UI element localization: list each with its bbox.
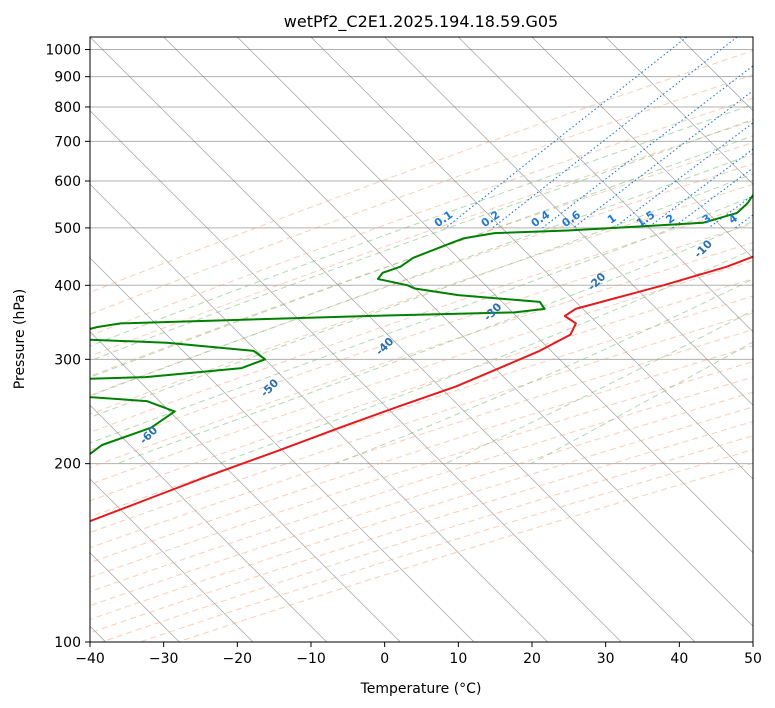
isotherm-line [605,37,753,185]
plot-frame [89,36,754,643]
x-tick-label: 40 [670,651,688,667]
mixing-ratio-label: 0.4 [529,208,553,230]
dry-adiabat-line [90,50,753,293]
y-tick-label: 700 [54,134,81,150]
isotherm-line [458,37,753,333]
x-tick-label: 50 [744,651,762,667]
isotherm-line [90,478,254,642]
y-axis-label: Pressure (hPa) [12,289,28,389]
x-tick-label: 0 [380,651,389,667]
temperature-profile-line [90,255,753,523]
axis-tick-layer: −40 −30 −20 −10 0 10 20 30 40 50 1000 900 800 700 600 5… [45,43,762,667]
dry-adiabat-line [90,223,753,451]
isotherm-line [384,37,753,406]
dry-adiabat-line [90,391,753,607]
x-tick-label: 30 [597,651,615,667]
isotherm-line [752,37,753,38]
isotherm-line [90,37,696,642]
dewpoint-profile-line [90,193,753,456]
isotherm-line [237,37,753,554]
isotherm-line [310,37,753,480]
isotherm-line [90,331,401,642]
mixing-ratio-line [672,167,753,229]
moist-adiabat-line [530,341,753,465]
mixing-ratio-label: 4 [726,211,740,226]
x-tick-label: −30 [149,651,179,667]
isotherm-line [90,257,475,642]
isotherm-line [679,37,753,112]
isotherm-line [90,183,548,642]
mixing-ratio-label: 3 [700,212,714,227]
x-tick-label: −20 [223,651,253,667]
y-tick-label: 100 [54,635,81,651]
x-tick-label: 20 [523,651,541,667]
dry-adiabat-line [177,462,753,642]
y-tick-label: 500 [54,221,81,237]
dry-adiabat-line [90,329,753,549]
y-tick-label: 800 [54,100,81,116]
x-tick-label: −40 [75,651,105,667]
dry-adiabat-line [90,142,753,377]
dry-adiabat-line [90,163,753,396]
dry-adiabat-line [90,183,753,415]
mixing-ratio-line [445,37,688,229]
dry-adiabat-line [101,435,753,642]
dry-adiabat-line [90,312,753,534]
y-tick-label: 600 [54,174,81,190]
moist-adiabat-line [90,135,753,378]
y-tick-label: 400 [54,278,81,294]
x-axis-label: Temperature (°C) [360,681,482,697]
isotherm-line [90,404,327,642]
mixing-ratio-line [734,214,753,229]
mixing-ratio-line [492,37,738,229]
y-tick-label: 1000 [45,43,81,59]
isotherm-line [90,110,622,642]
moist-adiabat-line [90,195,753,444]
mixing-ratio-line [572,90,753,229]
series-layer [90,193,753,523]
y-tick-label: 200 [54,457,81,473]
y-tick-label: 300 [54,352,81,368]
isotherm-line [531,37,753,259]
x-tick-label: 10 [449,651,467,667]
y-tick-label: 900 [54,70,81,86]
moist-adiabat-line [90,153,753,397]
isotherm-label: -10 [692,237,715,260]
dry-adiabat-line [90,120,753,357]
dry-adiabat-line [90,260,753,485]
moist-adiabat-line [90,103,753,347]
isotherm-label: -50 [258,376,281,399]
moist-adiabat-line [116,220,753,465]
mixing-ratio-line [542,65,753,229]
chart-title: wetPf2_C2E1.2025.194.18.59.G05 [284,12,558,32]
moist-adiabat-line [444,309,753,465]
dry-adiabat-line [90,361,753,578]
mixing-ratio-label: 1 [605,212,619,227]
dry-adiabat-line [90,74,753,315]
isotherm-label: -20 [585,270,608,293]
dry-adiabat-line [90,278,753,502]
isotherm-label: -70 [11,476,34,499]
grid-layer [90,37,753,642]
isotherm-label: -40 [373,335,396,358]
isotherm-label: -30 [481,300,504,323]
x-tick-label: −10 [296,651,326,667]
moist-adiabat-line [90,118,753,362]
dry-adiabat-line [90,97,753,337]
isotherm-line [163,37,753,627]
